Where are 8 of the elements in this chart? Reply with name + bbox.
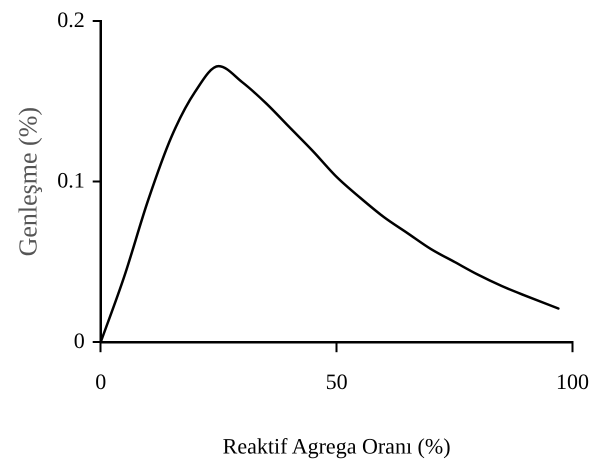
y-tick-label: 0	[74, 328, 85, 353]
y-axis-title: Genleşme (%)	[13, 106, 42, 256]
x-axis-title: Reaktif Agrega Oranı (%)	[222, 434, 451, 459]
x-tick-label: 100	[556, 369, 589, 394]
y-tick-label: 0.2	[57, 6, 85, 32]
x-tick-label: 0	[95, 369, 106, 394]
y-tick-label: 0.1	[57, 167, 85, 192]
x-tick-label: 50	[326, 369, 348, 394]
